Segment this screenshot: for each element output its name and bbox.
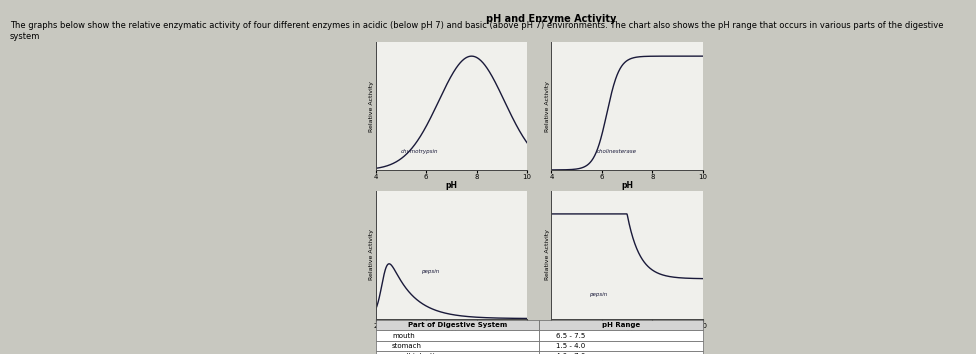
- Y-axis label: Relative Activity: Relative Activity: [545, 229, 550, 280]
- X-axis label: pH: pH: [445, 182, 458, 190]
- Y-axis label: Relative Activity: Relative Activity: [369, 229, 375, 280]
- X-axis label: pH: pH: [621, 182, 633, 190]
- X-axis label: pH: pH: [445, 330, 458, 339]
- Text: cholinesterase: cholinesterase: [596, 149, 636, 154]
- Y-axis label: Relative Activity: Relative Activity: [545, 81, 550, 132]
- X-axis label: pH: pH: [621, 330, 633, 339]
- Text: The graphs below show the relative enzymatic activity of four different enzymes : The graphs below show the relative enzym…: [10, 21, 943, 41]
- Text: chymotrypsin: chymotrypsin: [401, 149, 438, 154]
- Y-axis label: Relative Activity: Relative Activity: [369, 81, 375, 132]
- Text: pepsin: pepsin: [590, 292, 607, 297]
- Text: pepsin: pepsin: [422, 269, 439, 274]
- Text: pH and Enzyme Activity: pH and Enzyme Activity: [486, 14, 617, 24]
